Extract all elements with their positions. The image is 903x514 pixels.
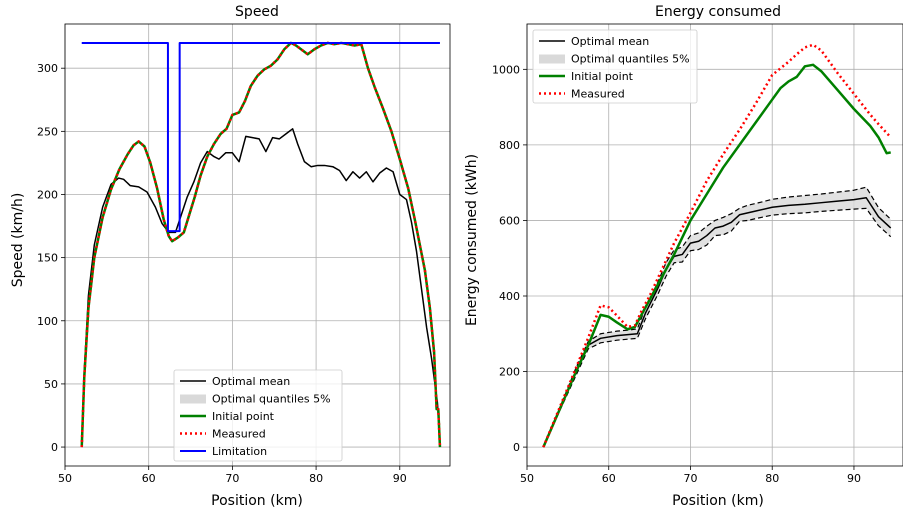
speed-x-axis-label: Position (km) [211,493,303,509]
speed-legend-label-limitation: Limitation [212,445,267,458]
speed-plot-frame [64,23,451,467]
speed-legend-label-initial-point: Initial point [212,410,275,423]
speed-ticks: 50 60 70 80 90 0 50 100 150 200 250 300 [37,62,407,485]
energy-y-tick-label: 600 [499,214,520,227]
energy-plot-frame [526,23,903,467]
speed-series [80,41,442,448]
speed-chart-title: Speed [235,4,279,20]
speed-x-tick-label: 50 [58,472,72,485]
speed-legend-box [173,369,343,462]
energy-y-tick-label: 200 [499,366,520,379]
energy-legend-label-initial-point: Initial point [571,70,634,83]
energy-ticks: 50 60 70 80 90 0 200 400 600 800 1000 [492,63,861,485]
speed-y-tick-label: 100 [37,315,58,328]
energy-series-initial-point [542,63,891,448]
speed-series-optimal-mean [80,128,441,448]
energy-x-tick-label: 70 [683,472,697,485]
energy-chart-title: Energy consumed [655,4,781,20]
energy-y-tick-label: 1000 [492,63,520,76]
speed-y-tick-label: 50 [44,378,58,391]
energy-legend-label-optimal-mean: Optimal mean [571,35,649,48]
energy-legend-label-measured: Measured [571,88,625,101]
energy-y-tick-label: 400 [499,290,520,303]
energy-x-axis-label: Position (km) [672,493,764,509]
speed-series-limitation [81,41,440,233]
energy-series-optimal-quantiles-5-upper [542,186,892,448]
speed-legend-swatch-optimal-quantiles-5 [180,394,206,404]
speed-x-tick-label: 80 [309,472,323,485]
energy-series-measured [542,43,892,448]
speed-series-measured [80,41,442,448]
speed-y-tick-label: 200 [37,188,58,201]
speed-chart-panel: Speed 50 60 70 80 90 0 50 100 150 200 250 300 Posit… [10,4,451,509]
speed-y-tick-label: 300 [37,62,58,75]
energy-series-optimal-mean [542,197,892,448]
energy-series [542,43,892,448]
energy-x-tick-label: 90 [847,472,861,485]
energy-chart-panel: Energy consumed 50 60 70 80 90 0 200 400 600 800 1… [464,4,903,509]
energy-y-tick-label: 0 [513,441,520,454]
speed-y-tick-label: 150 [37,252,58,265]
speed-y-tick-label: 0 [51,441,58,454]
speed-legend-label-optimal-mean: Optimal mean [212,375,290,388]
energy-legend-swatch-optimal-quantiles-5 [539,54,565,64]
speed-x-tick-label: 90 [393,472,407,485]
speed-legend: Optimal mean Optimal quantiles 5% Initial … [173,369,343,462]
energy-x-tick-label: 60 [602,472,616,485]
energy-legend-label-optimal-quantiles-5: Optimal quantiles 5% [571,53,690,66]
energy-legend-box [532,29,698,104]
energy-x-tick-label: 50 [520,472,534,485]
speed-x-tick-label: 70 [225,472,239,485]
speed-y-axis-label: Speed (km/h) [10,193,26,288]
speed-legend-label-optimal-quantiles-5: Optimal quantiles 5% [212,393,331,406]
speed-legend-label-measured: Measured [212,428,266,441]
energy-legend: Optimal mean Optimal quantiles 5% Initial … [532,29,698,104]
energy-y-axis-label: Energy consumed (kWh) [464,154,480,326]
energy-x-tick-label: 80 [765,472,779,485]
energy-y-tick-label: 800 [499,139,520,152]
speed-y-tick-label: 250 [37,125,58,138]
speed-x-tick-label: 60 [142,472,156,485]
energy-series-optimal-quantiles-5-lower [542,207,892,448]
